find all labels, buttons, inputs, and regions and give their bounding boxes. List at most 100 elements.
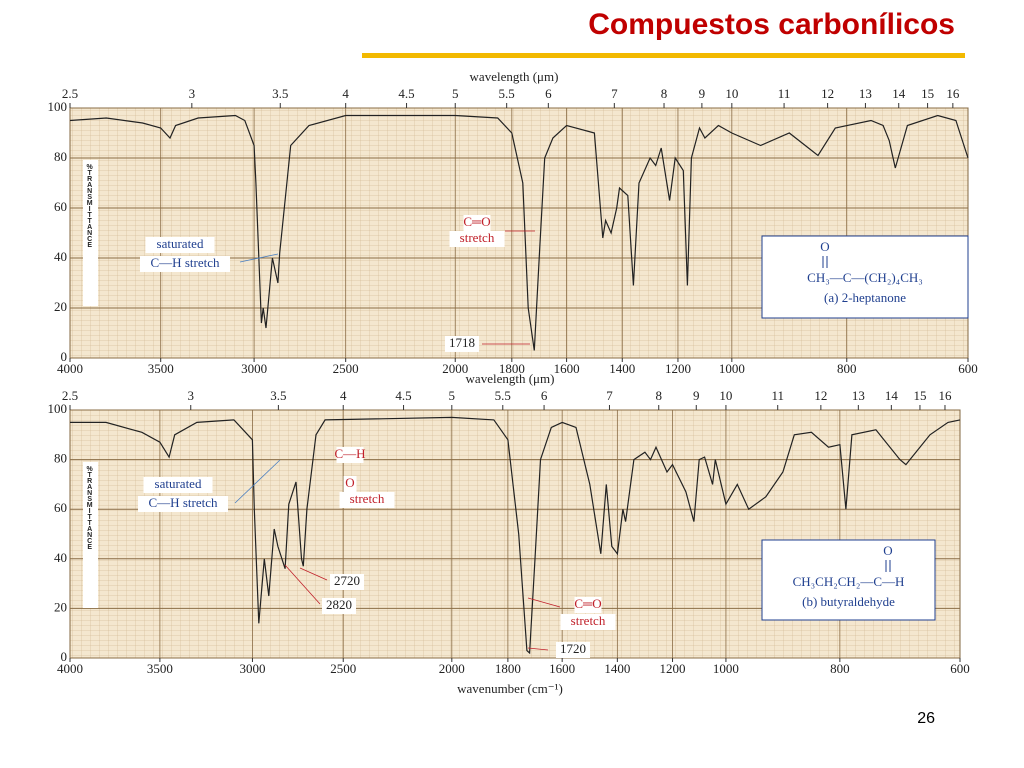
y-label-box: [83, 462, 98, 608]
x-tick-label: 800: [830, 661, 850, 676]
x2-tick-label: 12: [821, 86, 834, 101]
x-tick-label: 1200: [660, 661, 686, 676]
formula-oxygen: O: [820, 239, 829, 254]
annotation: C═O: [463, 214, 490, 229]
formula-box: [761, 235, 969, 319]
x2-tick-label: 5: [452, 86, 459, 101]
annotation-leader: [284, 564, 321, 605]
x2-tick-label: 2.5: [62, 388, 78, 403]
page-number: 26: [917, 710, 935, 727]
x-tick-label: 4000: [57, 661, 83, 676]
annotation-bg: [143, 477, 213, 493]
x2-tick-label: 4.5: [398, 86, 414, 101]
annotation: 2720: [334, 573, 360, 588]
x-tick-label: 3500: [148, 361, 174, 376]
y-axis-label: %TRANSMITTANCE: [85, 164, 93, 248]
annotation-bg: [138, 496, 228, 512]
y-tick-label: 40: [54, 550, 67, 565]
x-tick-label: 3000: [239, 661, 265, 676]
x-tick-label: 2500: [333, 361, 359, 376]
x-tick-label: 1200: [665, 361, 691, 376]
annotation: C—H: [334, 446, 365, 461]
annotation-bg: [336, 447, 364, 463]
x2-tick-label: 9: [699, 86, 706, 101]
annotation: O: [345, 475, 354, 490]
spectrum-chart: 0 20 40 60 80 100 4000 3500 3000 2500 2000 1800 1600…: [48, 69, 978, 376]
x2-tick-label: 15: [921, 86, 934, 101]
formula-oxygen: O: [883, 543, 892, 558]
annotation: saturated: [155, 476, 202, 491]
annotation-leader: [527, 647, 549, 651]
annotation-leader: [239, 253, 279, 263]
annotation-bg: [574, 597, 602, 613]
x-tick-label: 600: [950, 661, 970, 676]
y-tick-label: 0: [61, 649, 68, 664]
x2-tick-label: 2.5: [62, 86, 78, 101]
annotation-bg: [145, 237, 215, 253]
y-axis-label: %TRANSMITTANCE: [85, 466, 93, 550]
x-tick-label: 1600: [549, 661, 575, 676]
plot-background: [69, 409, 961, 659]
x2-tick-label: 16: [946, 86, 960, 101]
x-axis-label: wavenumber (cm⁻¹): [457, 681, 563, 696]
x2-tick-label: 5.5: [499, 86, 515, 101]
x2-tick-label: 6: [545, 86, 552, 101]
x2-tick-label: 5: [449, 388, 456, 403]
formula-caption: (b) butyraldehyde: [802, 594, 895, 609]
x-tick-label: 1800: [499, 361, 525, 376]
x2-tick-label: 3.5: [272, 86, 288, 101]
x2-tick-label: 8: [661, 86, 668, 101]
annotation-leader: [527, 597, 561, 608]
annotation-bg: [322, 598, 356, 614]
spectrum-line: [69, 114, 969, 351]
x2-tick-label: 7: [606, 388, 613, 403]
x2-tick-label: 12: [814, 388, 827, 403]
plot-background: [69, 107, 969, 359]
y-tick-label: 40: [54, 249, 67, 264]
slide-title: Compuestos carbonílicos: [588, 8, 955, 41]
y-tick-label: 20: [54, 299, 67, 314]
y-tick-label: 100: [48, 401, 68, 416]
x-tick-label: 1600: [554, 361, 580, 376]
annotation: 1718: [449, 335, 475, 350]
x-tick-label: 1000: [719, 361, 745, 376]
x-tick-label: 3000: [241, 361, 267, 376]
y-tick-label: 20: [54, 599, 67, 614]
x-tick-label: 800: [837, 361, 857, 376]
y-tick-label: 80: [54, 149, 67, 164]
x2-axis-label: wavelength (μm): [466, 371, 555, 386]
x2-tick-label: 8: [655, 388, 662, 403]
annotation: saturated: [157, 236, 204, 251]
x2-tick-label: 5.5: [495, 388, 511, 403]
formula-box: [761, 539, 936, 621]
annotation-bg: [140, 256, 230, 272]
spectrum-line: [70, 416, 961, 655]
annotation-bg: [560, 614, 616, 630]
y-label-box: [83, 160, 98, 306]
annotation: stretch: [571, 613, 606, 628]
x2-tick-label: 9: [693, 388, 700, 403]
x-tick-label: 2000: [442, 361, 468, 376]
x2-tick-label: 3: [189, 86, 196, 101]
annotation: 2820: [326, 597, 352, 612]
x2-axis-label: wavelength (μm): [470, 69, 559, 84]
y-tick-label: 0: [61, 349, 68, 364]
annotation-bg: [339, 492, 395, 508]
formula-caption: (a) 2-heptanone: [824, 290, 906, 305]
annotation-bg: [463, 215, 491, 231]
annotation: stretch: [460, 230, 495, 245]
annotation: C═O: [574, 596, 601, 611]
annotation-bg: [445, 336, 479, 352]
annotation: C—H stretch: [151, 255, 220, 270]
x-tick-label: 4000: [57, 361, 83, 376]
annotation-bg: [330, 574, 364, 590]
x2-tick-label: 14: [885, 388, 899, 403]
x-tick-label: 1000: [713, 661, 739, 676]
x2-tick-label: 4.5: [395, 388, 411, 403]
x2-tick-label: 4: [340, 388, 347, 403]
annotation: stretch: [350, 491, 385, 506]
formula-main: CH₃CH₂CH₂—C—H: [793, 574, 905, 589]
x2-tick-label: 6: [541, 388, 548, 403]
y-tick-label: 60: [54, 500, 67, 515]
